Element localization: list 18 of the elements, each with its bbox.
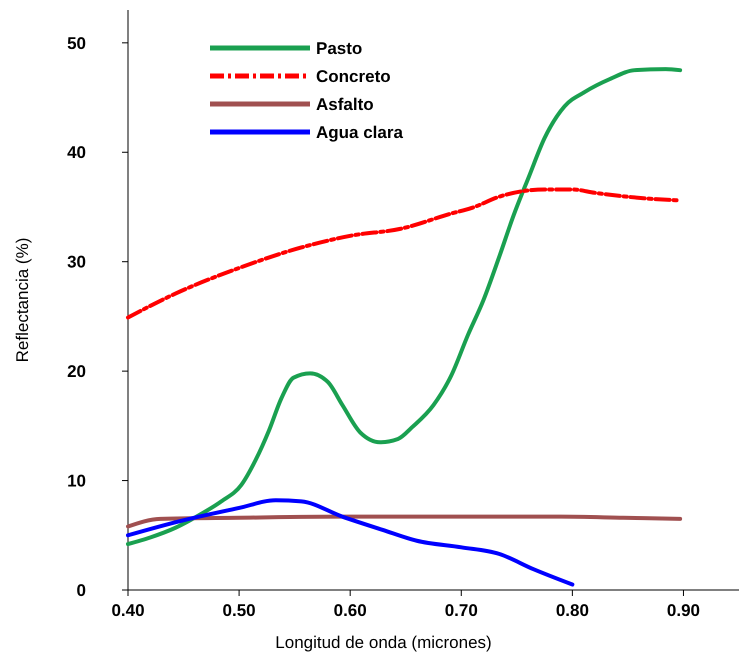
y-tick-label: 0: [76, 580, 86, 600]
x-tick-label: 0.40: [111, 601, 145, 620]
legend-label: Pasto: [316, 38, 362, 58]
x-tick-label: 0.60: [334, 601, 367, 620]
y-tick-label: 50: [67, 34, 86, 53]
x-tick-label: 0.80: [556, 601, 589, 620]
x-tick-label: 0.50: [222, 601, 256, 620]
x-tick-label: 0.90: [666, 601, 700, 620]
y-tick-label: 30: [67, 252, 86, 272]
y-tick-label: 40: [67, 143, 86, 162]
y-tick-label: 10: [67, 472, 86, 491]
x-axis-title: Longitud de onda (micrones): [275, 633, 492, 652]
x-tick-label: 0.70: [444, 601, 478, 620]
y-tick-label: 20: [67, 362, 86, 382]
legend-label: Concreto: [316, 66, 391, 86]
y-axis-title: Reflectancia (%): [13, 238, 32, 362]
legend-label: Asfalto: [316, 94, 374, 114]
legend-label: Agua clara: [316, 122, 404, 142]
